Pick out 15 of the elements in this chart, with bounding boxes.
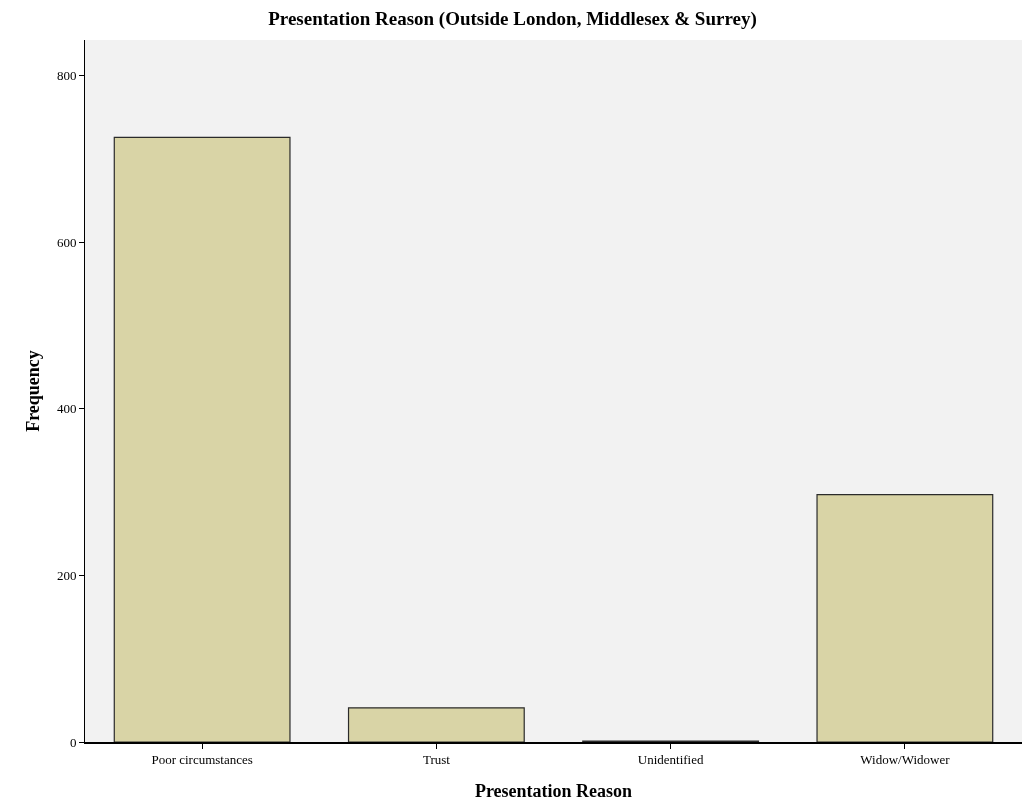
- y-tick-label: 800: [56, 68, 77, 84]
- bar: [113, 136, 291, 742]
- bar: [347, 707, 525, 742]
- y-tick-label: 600: [56, 234, 77, 250]
- x-tick-label: Unidentified: [637, 752, 704, 768]
- y-tick-label: 400: [56, 401, 77, 417]
- y-tick-label: 200: [56, 568, 77, 583]
- x-tick-label: Trust: [422, 752, 451, 768]
- x-axis-title: Presentation Reason: [474, 780, 633, 801]
- y-tick-label: 0: [69, 734, 77, 750]
- x-tick-label: Widow/Widower: [860, 752, 951, 768]
- y-axis-title: Frequency: [23, 350, 44, 432]
- chart-title: Presentation Reason (Outside London, Middlesex & Surrey): [268, 8, 757, 31]
- x-tick-label: Poor circumstances: [151, 752, 253, 768]
- bar: [816, 494, 994, 742]
